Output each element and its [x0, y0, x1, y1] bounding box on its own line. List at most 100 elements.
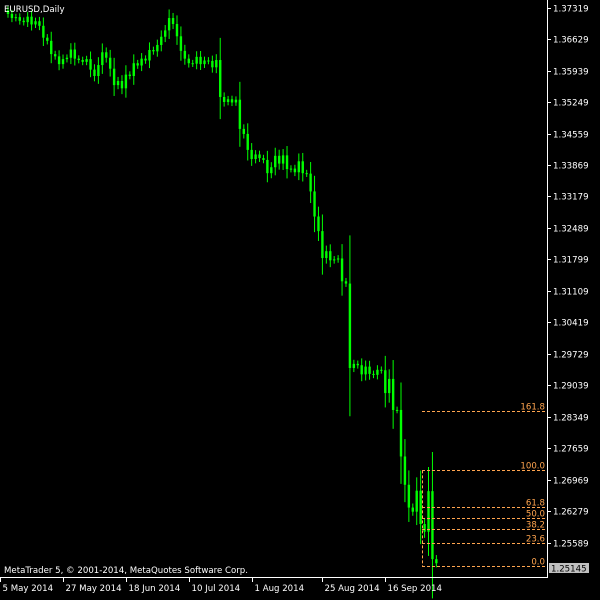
fibo-level-label: 0.0	[531, 558, 545, 568]
candle	[81, 56, 84, 66]
candle	[30, 10, 33, 31]
candle-body	[305, 173, 308, 175]
candle	[376, 365, 379, 380]
candle-body	[222, 96, 226, 102]
chart-axes	[0, 0, 548, 578]
candle	[183, 44, 187, 65]
candle	[317, 206, 320, 241]
candle-body	[368, 366, 371, 374]
candle	[289, 165, 293, 173]
candle-body	[171, 18, 175, 24]
candle	[309, 162, 312, 204]
candle	[274, 147, 277, 176]
candle-body	[246, 133, 249, 150]
candle	[372, 370, 375, 379]
candle	[285, 146, 289, 179]
price-tick-label: 1.33179	[553, 193, 589, 203]
candle	[6, 6, 10, 18]
candle-body	[77, 58, 80, 61]
candle	[211, 55, 214, 73]
candle-body	[332, 259, 336, 261]
price-axis[interactable]: 1.37319 1.36629 1.35939 1.35249 1.34559 1.338…	[547, 5, 589, 550]
candle	[120, 75, 124, 95]
time-tick-label: 5 May 2014	[3, 584, 54, 594]
candle	[89, 51, 92, 78]
fibo-level-label: 50.0	[526, 510, 545, 520]
candle-body	[57, 56, 61, 65]
candle	[61, 54, 65, 69]
candle-body	[391, 378, 395, 410]
candle	[321, 214, 324, 275]
time-axis[interactable]: 5 May 2014 27 May 2014 18 Jun 2014 10 Jul 2…	[0, 577, 442, 594]
price-tick-label: 1.29729	[553, 351, 589, 361]
candle	[77, 55, 80, 64]
candle	[364, 360, 367, 381]
candle-body	[175, 23, 179, 37]
price-tick-label: 1.35939	[553, 68, 589, 78]
candle-body	[215, 60, 218, 68]
candle	[215, 54, 218, 74]
candle-body	[26, 16, 29, 23]
candle-body	[6, 10, 10, 14]
candle	[26, 11, 29, 27]
price-tick-label: 1.35249	[553, 99, 589, 109]
candle	[344, 277, 348, 287]
candle-body	[403, 456, 407, 485]
candle-body	[97, 65, 100, 76]
candle-body	[285, 155, 289, 170]
candle	[238, 81, 242, 147]
candle-body	[85, 59, 88, 62]
candle-body	[242, 128, 245, 134]
candle	[222, 92, 226, 107]
candle	[50, 31, 53, 64]
price-tick-label: 1.29039	[553, 382, 589, 392]
price-tick-label: 1.25589	[553, 540, 589, 550]
candle-body	[53, 54, 57, 57]
candle-body	[230, 99, 234, 103]
candle	[226, 95, 230, 106]
candle	[195, 51, 198, 70]
time-tick-label: 27 May 2014	[66, 584, 122, 594]
copyright-text: MetaTrader 5, © 2001-2014, MetaQuotes So…	[4, 566, 248, 576]
price-tick-label: 1.31799	[553, 256, 589, 266]
fibonacci-retracement[interactable]: 161.8 100.0 61.850.038.2 23.6 0.0	[422, 403, 546, 568]
candle-body	[50, 40, 53, 55]
candle-body	[384, 370, 387, 394]
candle	[132, 54, 135, 85]
candle-body	[270, 167, 273, 174]
candle-body	[321, 231, 324, 259]
candle-body	[18, 17, 21, 21]
price-tick-label: 1.30419	[553, 319, 589, 329]
candle	[105, 47, 108, 63]
candle	[407, 470, 411, 522]
candle	[277, 149, 281, 170]
candle-body	[344, 281, 348, 284]
candle	[156, 39, 159, 57]
candle-body	[14, 17, 18, 19]
time-tick-label: 25 Aug 2014	[325, 584, 380, 594]
candle-body	[199, 56, 202, 65]
candle-body	[38, 21, 41, 26]
candle-body	[144, 58, 147, 61]
candle	[368, 360, 371, 380]
candle	[391, 360, 395, 429]
candle	[53, 50, 57, 60]
candle-body	[415, 490, 418, 512]
candle-body	[69, 49, 73, 58]
candle	[301, 152, 304, 182]
candle-body	[423, 524, 426, 532]
candle	[403, 439, 407, 503]
candle	[332, 256, 336, 264]
candle-body	[167, 18, 171, 31]
current-price-tag: 1.25145	[549, 563, 589, 575]
candle	[219, 37, 222, 120]
candle	[14, 13, 18, 22]
candle	[199, 50, 202, 70]
candle	[42, 17, 45, 47]
candle	[207, 57, 210, 65]
candle-body	[395, 409, 399, 411]
candle-body	[407, 484, 411, 508]
candle	[22, 17, 25, 26]
